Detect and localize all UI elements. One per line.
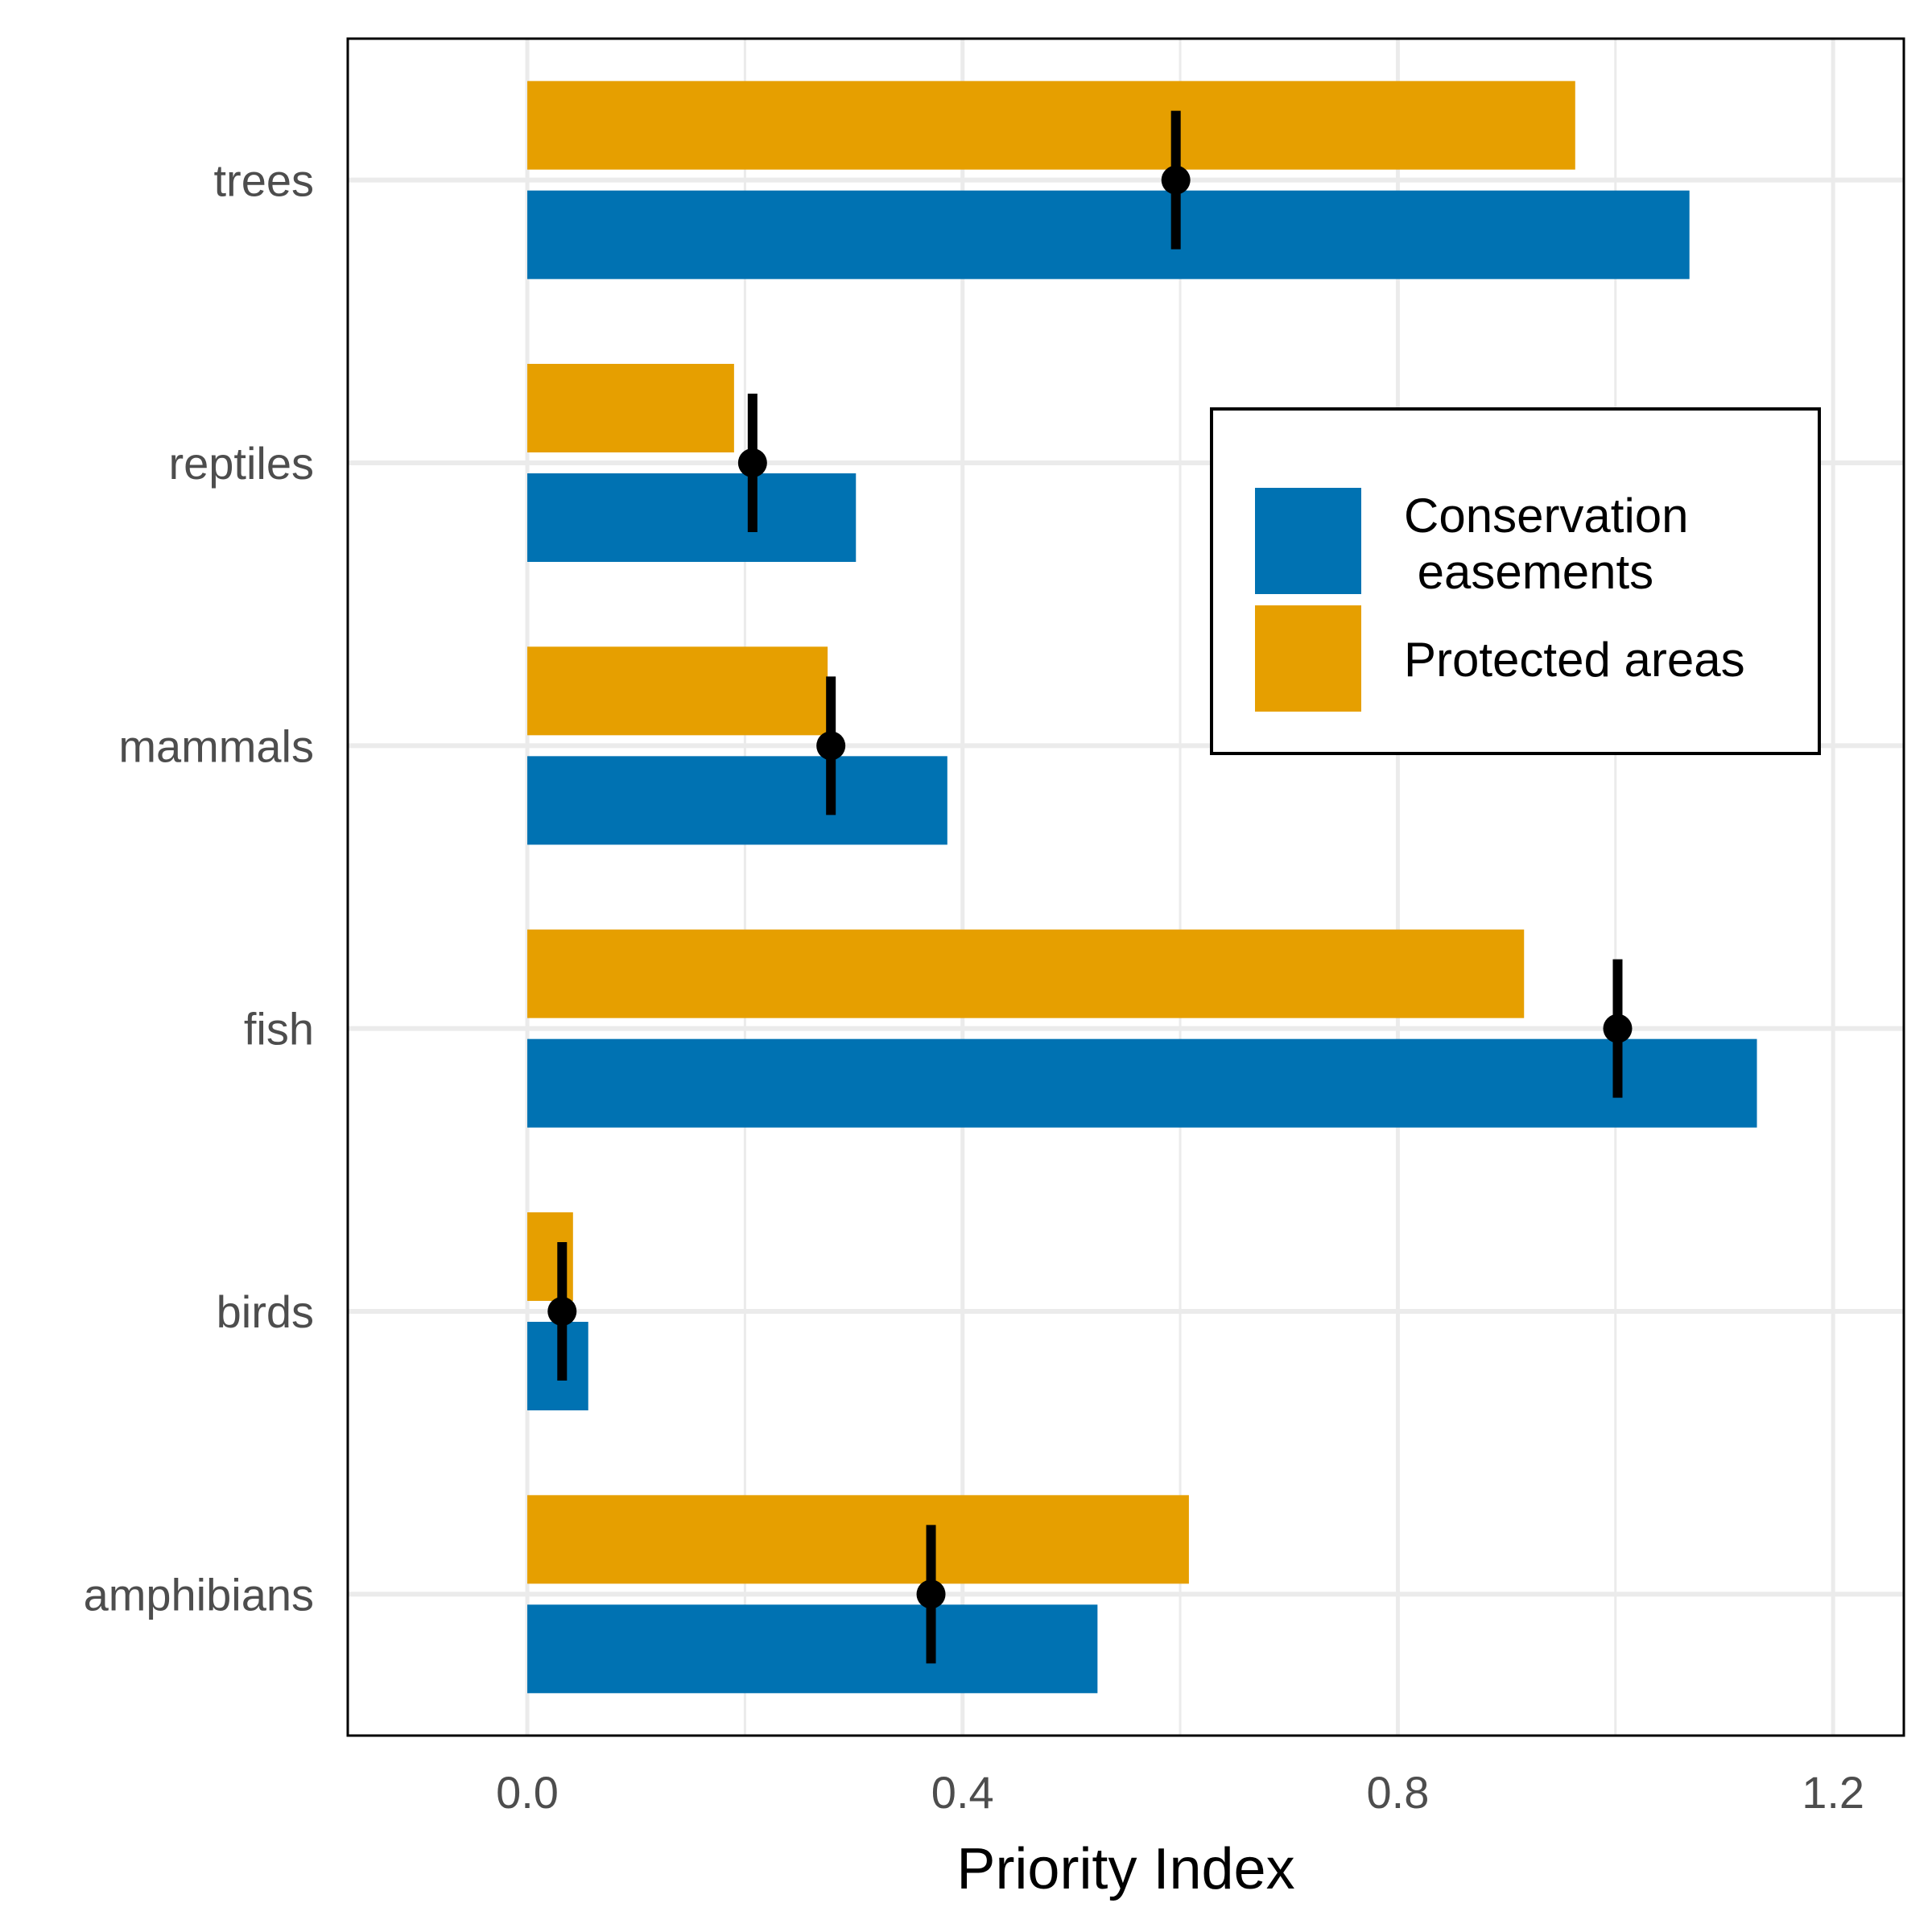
x-tick-label: 0.0 bbox=[496, 1767, 559, 1818]
y-tick-label-amphibians: amphibians bbox=[84, 1569, 314, 1620]
grid bbox=[348, 39, 1904, 1736]
y-axis-tick-labels: trees reptiles mammals fish birds amphibians bbox=[84, 155, 314, 1620]
y-tick-label-reptiles: reptiles bbox=[168, 438, 314, 489]
bar-conservation-easements-fish bbox=[527, 1038, 1757, 1128]
bar-protected-areas-amphibians bbox=[527, 1495, 1189, 1584]
x-tick-label: 1.2 bbox=[1802, 1767, 1864, 1818]
bar-protected-areas-trees bbox=[527, 80, 1575, 170]
x-axis-title: Priority Index bbox=[956, 1837, 1294, 1901]
y-tick-label-mammals: mammals bbox=[118, 720, 314, 771]
point-amphibians bbox=[916, 1579, 946, 1609]
legend-key-conservation-easements bbox=[1255, 488, 1361, 594]
x-tick-label: 0.4 bbox=[931, 1767, 994, 1818]
legend-label-protected-areas: Protected areas bbox=[1404, 633, 1745, 687]
bar-conservation-easements-mammals bbox=[527, 756, 947, 845]
bar-protected-areas-reptiles bbox=[527, 364, 734, 452]
legend-label-conservation-easements: Conservation bbox=[1404, 489, 1689, 543]
legend-key-protected-areas bbox=[1255, 605, 1361, 712]
point-reptiles bbox=[737, 448, 767, 477]
x-axis-tick-labels: 0.0 0.4 0.8 1.2 bbox=[496, 1767, 1864, 1818]
y-tick-label-fish: fish bbox=[244, 1004, 314, 1055]
bars bbox=[527, 80, 1757, 1694]
point-birds bbox=[547, 1297, 577, 1326]
point-mammals bbox=[816, 731, 846, 761]
legend-label-conservation-easements-line2: easements bbox=[1404, 545, 1653, 599]
point-trees bbox=[1161, 165, 1191, 195]
x-tick-label: 0.8 bbox=[1367, 1767, 1430, 1818]
plot-panel-border bbox=[346, 37, 1905, 1737]
point-fish bbox=[1603, 1013, 1633, 1043]
bar-protected-areas-mammals bbox=[527, 646, 828, 736]
bar-conservation-easements-trees bbox=[527, 190, 1690, 279]
y-tick-label-birds: birds bbox=[217, 1286, 314, 1337]
y-tick-label-trees: trees bbox=[214, 155, 315, 206]
error-points bbox=[547, 110, 1633, 1664]
legend: Conservation easements Protected areas bbox=[1210, 407, 1821, 755]
bar-protected-areas-fish bbox=[527, 929, 1525, 1018]
bar-conservation-easements-reptiles bbox=[527, 473, 857, 562]
bar-conservation-easements-amphibians bbox=[527, 1604, 1098, 1694]
